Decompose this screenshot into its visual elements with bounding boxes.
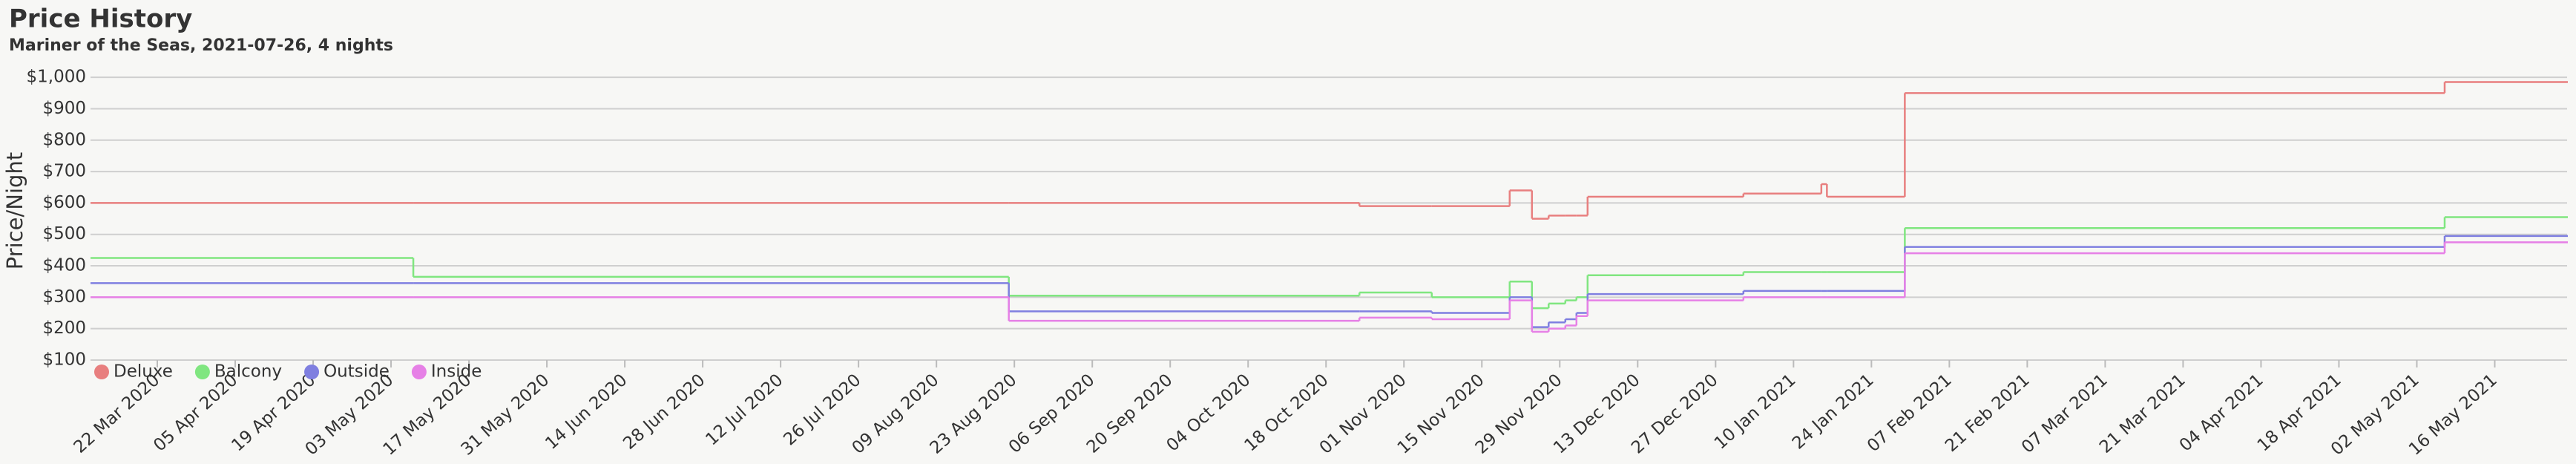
series-1 bbox=[91, 216, 2568, 310]
legend-label: Deluxe bbox=[114, 362, 173, 382]
legend-label: Balcony bbox=[214, 362, 282, 382]
legend-marker bbox=[304, 365, 320, 379]
y-tick-label: $1,000 bbox=[27, 68, 86, 87]
series-2 bbox=[91, 235, 2568, 328]
legend-label: Inside bbox=[431, 362, 482, 382]
chart-title: Price History bbox=[9, 4, 192, 34]
series-3 bbox=[91, 241, 2568, 333]
y-tick-label: $600 bbox=[42, 193, 86, 212]
y-tick-label: $100 bbox=[42, 350, 86, 370]
y-tick-label: $500 bbox=[42, 224, 86, 244]
chart-subtitle: Mariner of the Seas, 2021-07-26, 4 night… bbox=[9, 36, 393, 55]
y-tick-label: $200 bbox=[42, 318, 86, 338]
y-tick-label: $300 bbox=[42, 287, 86, 307]
legend-marker bbox=[194, 365, 210, 379]
y-axis-label: Price/Night bbox=[2, 152, 27, 269]
y-tick-label: $700 bbox=[42, 162, 86, 181]
legend-marker bbox=[94, 365, 109, 379]
y-tick-label: $800 bbox=[42, 130, 86, 149]
legend-label: Outside bbox=[323, 362, 390, 382]
legend-marker bbox=[411, 365, 427, 379]
y-tick-label: $900 bbox=[42, 99, 86, 118]
series-0 bbox=[91, 81, 2568, 220]
y-tick-label: $400 bbox=[42, 256, 86, 275]
